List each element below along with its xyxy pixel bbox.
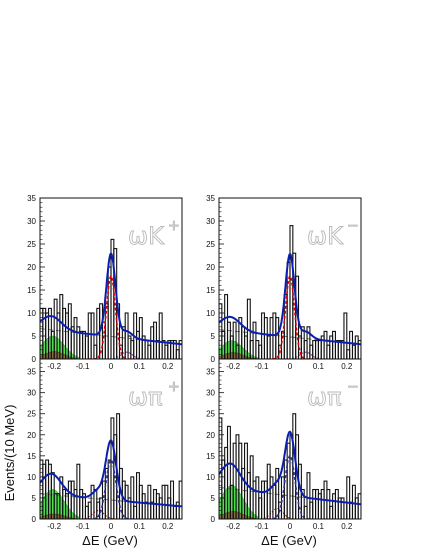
x-tick-label: 0.2 — [162, 522, 174, 531]
x-tick-label: -0.2 — [226, 362, 240, 371]
histogram-bar — [130, 476, 135, 519]
panel-label-sup: + — [168, 218, 180, 234]
total-fit-curve — [219, 252, 361, 346]
histogram-bar — [158, 312, 163, 359]
side-component-curve — [288, 351, 322, 359]
x-tick-label: -0.1 — [255, 362, 269, 371]
histogram-bar — [343, 312, 348, 359]
y-axis-label: Events/(10 MeV) — [2, 405, 17, 502]
x-tick-label: -0.1 — [76, 522, 90, 531]
y-tick-label: 30 — [206, 389, 215, 398]
x-tick-label: -0.1 — [255, 522, 269, 531]
x-axis-label-right: ΔE (GeV) — [261, 533, 317, 548]
y-tick-label: 35 — [27, 368, 36, 377]
plot-area — [219, 413, 361, 519]
total-fit-curve — [40, 439, 182, 508]
signal-curve — [267, 454, 313, 519]
y-tick-label: 0 — [32, 355, 37, 364]
y-tick-label: 35 — [27, 194, 36, 203]
x-tick-label: 0.1 — [313, 522, 325, 531]
y-tick-label: 20 — [206, 431, 215, 440]
histogram-bar — [357, 340, 361, 359]
x-tick-label: 0 — [288, 362, 293, 371]
histogram-bar — [275, 317, 280, 359]
panel-label-sup: − — [347, 218, 359, 234]
side-component-curve — [81, 510, 115, 519]
x-tick-label: -0.2 — [47, 362, 61, 371]
plot-area — [219, 225, 361, 359]
y-tick-label: 0 — [32, 515, 37, 524]
y-tick-label: 5 — [211, 332, 216, 341]
x-axis-label-left: ΔE (GeV) — [82, 533, 138, 548]
histogram-bar — [178, 340, 182, 359]
panel-label: ωπ — [128, 383, 163, 411]
y-tick-label: 15 — [27, 286, 36, 295]
signal-curve — [88, 459, 134, 519]
y-tick-label: 5 — [32, 332, 37, 341]
x-tick-label: 0.2 — [341, 362, 353, 371]
y-tick-label: 20 — [206, 263, 215, 272]
side-component-curve — [260, 507, 294, 519]
y-tick-label: 35 — [206, 368, 215, 377]
y-tick-label: 20 — [27, 431, 36, 440]
y-tick-label: 0 — [211, 355, 216, 364]
x-tick-label: 0.2 — [341, 522, 353, 531]
panel-4: 0 5 10 15 20 25 30 35 -0.2 -0.1 0 0.1 0.2 ωπ − — [206, 358, 362, 531]
histogram-bar — [232, 321, 237, 359]
y-tick-label: 10 — [27, 309, 36, 318]
total-fit-curve — [40, 252, 182, 346]
panel-label: ωK — [128, 222, 165, 250]
y-tick-label: 25 — [206, 410, 215, 419]
y-tick-label: 5 — [32, 494, 37, 503]
y-tick-label: 10 — [206, 309, 215, 318]
x-tick-label: 0 — [109, 362, 114, 371]
x-tick-label: -0.2 — [47, 522, 61, 531]
histogram-bar — [346, 476, 351, 519]
panel-label-sup: + — [168, 379, 180, 395]
side-component-curve — [109, 351, 143, 359]
plot-area — [40, 238, 182, 359]
x-tick-label: 0 — [288, 522, 293, 531]
panel-label: ωπ — [307, 383, 342, 411]
y-tick-label: 30 — [27, 217, 36, 226]
y-tick-label: 35 — [206, 194, 215, 203]
y-tick-label: 25 — [27, 410, 36, 419]
panel-1: 0 5 10 15 20 25 30 35 -0.2 -0.1 0 0.1 0.2 ωK + — [27, 194, 183, 371]
panel-label: ωK — [307, 222, 344, 250]
y-tick-label: 20 — [27, 263, 36, 272]
y-tick-label: 15 — [206, 286, 215, 295]
x-tick-label: 0 — [109, 522, 114, 531]
histogram-bar — [275, 467, 280, 519]
panel-2: 0 5 10 15 20 25 30 35 -0.2 -0.1 0 0.1 0.2 ωK − — [206, 194, 362, 371]
x-tick-label: -0.2 — [226, 522, 240, 531]
y-tick-label: 5 — [211, 494, 216, 503]
histogram-bar — [90, 312, 95, 359]
panel-3: 0 5 10 15 20 25 30 35 -0.2 -0.1 0 0.1 0.2 ωπ + — [27, 358, 183, 531]
total-fit-curve — [219, 430, 361, 506]
x-tick-label: 0.1 — [134, 362, 146, 371]
y-tick-label: 25 — [27, 240, 36, 249]
x-tick-label: -0.1 — [76, 362, 90, 371]
y-tick-label: 25 — [206, 240, 215, 249]
y-tick-label: 15 — [206, 452, 215, 461]
x-tick-label: 0.1 — [134, 522, 146, 531]
panel-label-sup: − — [347, 379, 359, 395]
y-tick-label: 30 — [27, 389, 36, 398]
y-tick-label: 15 — [27, 452, 36, 461]
x-tick-label: 0.1 — [313, 362, 325, 371]
y-tick-label: 10 — [206, 473, 215, 482]
plot-area — [40, 413, 182, 519]
y-tick-label: 0 — [211, 515, 216, 524]
y-tick-label: 30 — [206, 217, 215, 226]
x-tick-label: 0.2 — [162, 362, 174, 371]
y-tick-label: 10 — [27, 473, 36, 482]
